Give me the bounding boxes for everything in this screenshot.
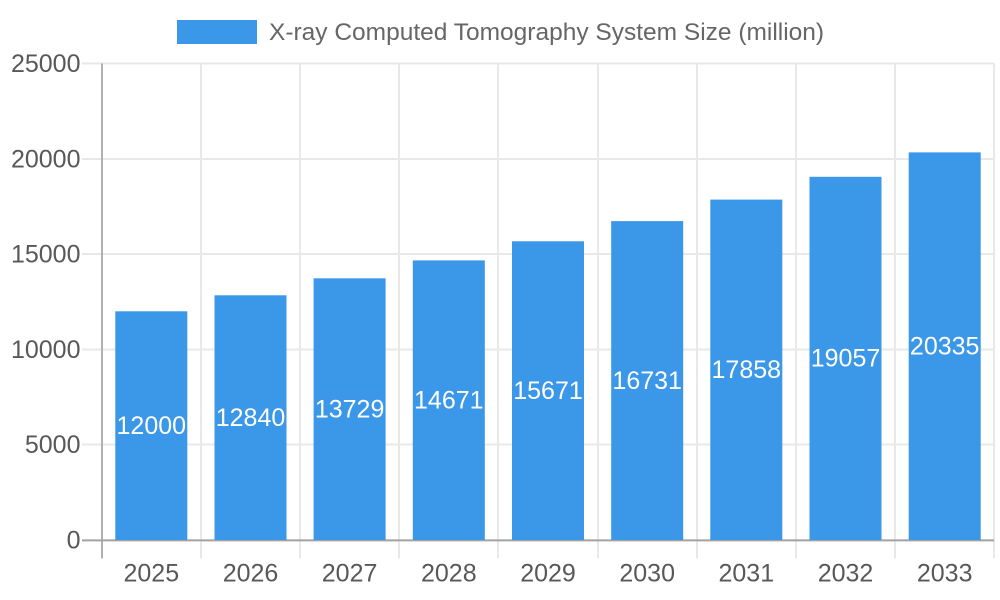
svg-text:17858: 17858 <box>712 356 782 384</box>
svg-text:16731: 16731 <box>612 367 682 395</box>
svg-text:20335: 20335 <box>910 333 980 361</box>
svg-text:15000: 15000 <box>11 241 81 269</box>
svg-text:0: 0 <box>67 527 81 555</box>
svg-text:2025: 2025 <box>123 560 179 588</box>
svg-text:X-ray Computed Tomography Syst: X-ray Computed Tomography System Size (m… <box>269 19 824 46</box>
svg-text:15671: 15671 <box>513 377 583 405</box>
svg-text:2030: 2030 <box>619 560 675 588</box>
svg-text:14671: 14671 <box>414 387 484 415</box>
svg-text:2033: 2033 <box>917 560 973 588</box>
svg-text:25000: 25000 <box>11 50 81 78</box>
svg-text:2031: 2031 <box>718 560 774 588</box>
svg-text:12000: 12000 <box>117 412 187 440</box>
svg-text:2028: 2028 <box>421 560 477 588</box>
svg-text:13729: 13729 <box>315 395 385 423</box>
svg-text:2026: 2026 <box>223 560 279 588</box>
svg-text:19057: 19057 <box>811 345 881 373</box>
svg-text:5000: 5000 <box>25 431 81 459</box>
svg-text:12840: 12840 <box>216 404 286 432</box>
svg-text:2032: 2032 <box>818 560 874 588</box>
svg-text:2029: 2029 <box>520 560 576 588</box>
svg-text:20000: 20000 <box>11 145 81 173</box>
svg-text:2027: 2027 <box>322 560 378 588</box>
svg-text:10000: 10000 <box>11 336 81 364</box>
